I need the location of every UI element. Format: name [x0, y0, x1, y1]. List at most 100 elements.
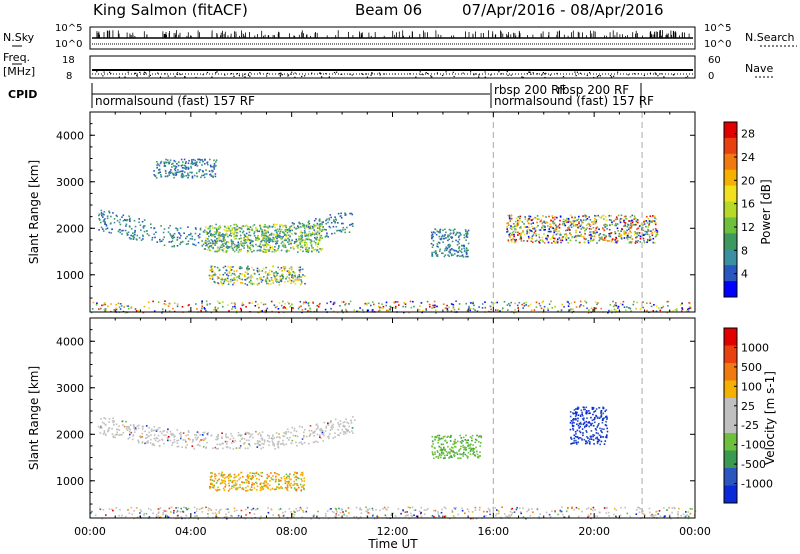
velocity-ytick-label-2000: 2000	[56, 428, 84, 441]
velocity-colorbar-cell-2	[724, 363, 737, 381]
power-region-3	[153, 158, 218, 179]
time-tick-label-5: 20:00	[578, 525, 610, 538]
time-tick-label-4: 16:00	[477, 525, 509, 538]
time-tick-label-3: 12:00	[377, 525, 409, 538]
power-colorbar-cell-2	[724, 153, 737, 171]
time-tick-label-1: 04:00	[175, 525, 207, 538]
freq-label: Freq.	[3, 51, 30, 64]
power-colorbar-cell-8	[724, 249, 737, 266]
power-colorbar-cell-9	[724, 265, 737, 282]
freq-tick-top: 18	[62, 55, 75, 66]
power-colorbar-tick-4: 20	[741, 174, 755, 187]
freq-unit: [MHz]	[3, 65, 35, 78]
cpid-segment-4: rbsp 200 RF	[557, 83, 629, 97]
velocity-colorbar-label: Velocity [m s-1]	[763, 371, 777, 465]
nsky-tick-top: 10^5	[55, 23, 82, 34]
velocity-scatter	[90, 318, 697, 520]
cpid-label: CPID	[8, 88, 37, 101]
nave-tick-top: 60	[708, 55, 721, 66]
power-region-6	[90, 300, 692, 314]
velocity-region-2	[431, 434, 483, 460]
power-ytick-label-2000: 2000	[56, 222, 84, 235]
velocity-ytick-label-3000: 3000	[56, 382, 84, 395]
nave-label: Nave	[745, 62, 773, 75]
cpid-segment-1: normalsound (fast) 157 RF	[95, 94, 255, 108]
velocity-colorbar-tick-1: 500	[741, 361, 762, 374]
velocity-colorbar-cell-3	[724, 380, 737, 399]
power-colorbar-cell-10	[724, 281, 737, 298]
velocity-colorbar-cell-9	[724, 485, 737, 504]
velocity-colorbar-cell-6	[724, 433, 737, 451]
power-colorbar-tick-6: 28	[741, 128, 755, 141]
velocity-colorbar-tick-7: -1000	[741, 478, 773, 491]
velocity-colorbar-tick-0: 1000	[741, 341, 769, 354]
power-panel: 1000 2000 3000 4000 Slant Range [km] 4 8 12 16…	[27, 111, 773, 314]
time-tick-label-2: 08:00	[276, 525, 308, 538]
power-colorbar-label: Power [dB]	[759, 179, 773, 244]
velocity-panel: 1000 2000 3000 4000 Slant Range [km] 1000 50…	[27, 317, 777, 520]
time-tick-label-6: 00:00	[679, 525, 711, 538]
nave-tick-bottom: 0	[708, 71, 714, 82]
power-ytick-label-4000: 4000	[56, 129, 84, 142]
power-scatter	[90, 112, 692, 314]
nsearch-tick-top: 10^5	[704, 23, 731, 34]
cpid-segment-2: rbsp 200 RF	[494, 83, 566, 97]
beam-label: Beam 06	[355, 1, 422, 19]
velocity-colorbar-tick-2: 100	[741, 380, 762, 393]
velocity-colorbar-tick-4: -25	[741, 419, 759, 432]
power-colorbar-tick-5: 24	[741, 151, 755, 164]
velocity-colorbar-tick-5: -100	[741, 439, 766, 452]
nsearch-tick-bottom: 10^0	[704, 39, 731, 50]
velocity-colorbar-cell-8	[724, 468, 737, 486]
power-region-1	[203, 223, 324, 254]
power-colorbar-cell-4	[724, 185, 737, 202]
velocity-colorbar-cell-1	[724, 345, 737, 364]
power-ylabel: Slant Range [km]	[27, 160, 41, 264]
velocity-ytick-label-1000: 1000	[56, 475, 84, 488]
nsky-tick-bottom: 10^0	[55, 39, 82, 50]
velocity-colorbar-cell-7	[724, 450, 737, 469]
power-colorbar-cell-1	[724, 137, 737, 155]
power-colorbar: 4 8 12 16 20 24 28	[723, 121, 755, 298]
power-plot-frame	[89, 111, 696, 313]
velocity-region-1	[209, 471, 306, 492]
power-colorbar-tick-2: 12	[741, 221, 755, 234]
velocity-ytick-label-4000: 4000	[56, 335, 84, 348]
power-colorbar-tick-3: 16	[741, 198, 755, 211]
freq-tick-bottom: 8	[66, 71, 72, 82]
power-colorbar-cell-5	[724, 201, 737, 218]
nsearch-label: N.Search	[745, 31, 795, 44]
plot-title: King Salmon (fitACF)	[93, 1, 248, 19]
velocity-colorbar-frame	[723, 327, 738, 504]
power-colorbar-frame	[723, 121, 738, 298]
velocity-colorbar-cell-5	[724, 415, 737, 434]
power-region-2	[208, 265, 306, 286]
power-colorbar-cell-3	[724, 169, 737, 186]
nsky-label: N.Sky	[3, 31, 35, 44]
date-range: 07/Apr/2016 - 08/Apr/2016	[462, 1, 664, 19]
cpid-row: CPID normalsound (fast) 157 RF rbsp 200 …	[8, 83, 654, 108]
power-ytick-label-1000: 1000	[56, 269, 84, 282]
time-axis-label: Time UT	[367, 537, 418, 551]
power-colorbar-cell-7	[724, 233, 737, 250]
freq-panel: Freq. [MHz] 18 8 60 0 Nave	[3, 51, 775, 82]
cpid-segment-3: normalsound (fast) 157 RF	[494, 94, 654, 108]
time-tick-label-0: 00:00	[74, 525, 106, 538]
power-colorbar-tick-0: 4	[741, 268, 748, 281]
velocity-colorbar: 1000 500 100 25 -25 -100 -500 -1000	[723, 327, 773, 504]
power-colorbar-cell-0	[724, 122, 737, 139]
power-ytick-label-3000: 3000	[56, 176, 84, 189]
velocity-colorbar-tick-3: 25	[741, 400, 755, 413]
power-colorbar-cell-6	[724, 217, 737, 234]
time-axis: 00:00 04:00 08:00 12:00 16:00 20:00 00:00	[74, 525, 711, 538]
power-region-4	[430, 228, 470, 258]
velocity-region-0	[97, 416, 356, 450]
velocity-colorbar-cell-0	[724, 328, 737, 346]
nsky-panel: N.Sky 10^5 10^0 10^5 10^0 N.Search	[3, 23, 797, 50]
power-colorbar-tick-1: 8	[741, 244, 748, 257]
velocity-region-3	[569, 406, 609, 446]
velocity-colorbar-tick-6: -500	[741, 458, 766, 471]
velocity-ylabel: Slant Range [km]	[27, 366, 41, 470]
velocity-colorbar-cell-4	[724, 398, 737, 416]
